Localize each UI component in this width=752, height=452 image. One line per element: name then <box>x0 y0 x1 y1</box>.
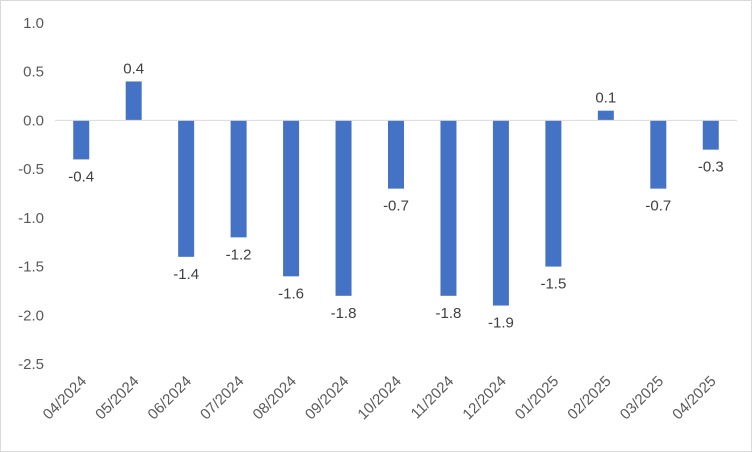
x-tick-label: 03/2025 <box>617 373 667 423</box>
y-tick-label: -1.0 <box>18 210 44 227</box>
data-label: 0.4 <box>123 60 144 77</box>
x-tick-label: 08/2024 <box>250 373 300 423</box>
data-label: -0.3 <box>698 159 724 176</box>
bar-05-2024 <box>125 81 142 121</box>
data-label: -1.5 <box>540 276 566 293</box>
x-tick-label: 04/2025 <box>669 373 719 423</box>
x-tick-label: 11/2024 <box>408 373 458 423</box>
data-label: -0.7 <box>383 198 409 215</box>
x-tick-label: 07/2024 <box>197 373 247 423</box>
data-label: 0.1 <box>595 90 616 107</box>
x-tick-label: 09/2024 <box>302 373 352 423</box>
data-label: -1.8 <box>436 305 462 322</box>
bar-04-2024 <box>73 120 90 160</box>
bar-06-2024 <box>178 120 195 257</box>
bar-02-2025 <box>597 110 614 121</box>
data-labels: -0.4 0.4 -1.4 -1.2 -1.6 -1.8 -0.7 -1.8 -1.9 -1.5 0… <box>68 60 723 331</box>
x-axis-labels: 04/2024 05/2024 06/2024 07/2024 08/2024 09/20… <box>40 373 720 423</box>
y-tick-label: -2.5 <box>18 356 44 373</box>
y-tick-label: 0.5 <box>23 64 44 81</box>
y-tick-label: -2.0 <box>18 307 44 324</box>
y-tick-label: 1.0 <box>23 15 44 32</box>
data-label: -1.6 <box>278 285 304 302</box>
x-tick-label: 04/2024 <box>40 373 90 423</box>
x-tick-label: 06/2024 <box>145 373 195 423</box>
x-tick-label: 05/2024 <box>92 373 142 423</box>
y-tick-label: -1.5 <box>18 259 44 276</box>
y-axis-ticks: 1.0 0.5 0.0 -0.5 -1.0 -1.5 -2.0 -2.5 <box>18 15 44 373</box>
bar-10-2024 <box>388 120 404 189</box>
data-label: -1.2 <box>226 246 252 263</box>
bar-12-2024 <box>492 120 509 306</box>
x-tick-label: 10/2024 <box>354 373 404 423</box>
data-label: -1.4 <box>173 266 199 283</box>
bar-04-2025 <box>702 120 719 150</box>
bar-03-2025 <box>650 120 667 189</box>
data-label: -0.4 <box>68 168 94 185</box>
bar-07-2024 <box>230 120 247 238</box>
x-tick-label: 01/2025 <box>512 373 562 423</box>
data-label: -1.8 <box>331 305 357 322</box>
bar-01-2025 <box>545 120 562 267</box>
x-tick-label: 12/2024 <box>459 373 509 423</box>
y-tick-label: -0.5 <box>18 161 44 178</box>
data-label: -0.7 <box>645 198 671 215</box>
x-tick-label: 02/2025 <box>564 373 614 423</box>
bars <box>73 81 719 306</box>
bar-11-2024 <box>440 120 457 296</box>
data-label: -1.9 <box>488 315 514 332</box>
bar-09-2024 <box>335 120 352 296</box>
bar-08-2024 <box>283 120 300 277</box>
y-tick-label: 0.0 <box>23 112 44 129</box>
